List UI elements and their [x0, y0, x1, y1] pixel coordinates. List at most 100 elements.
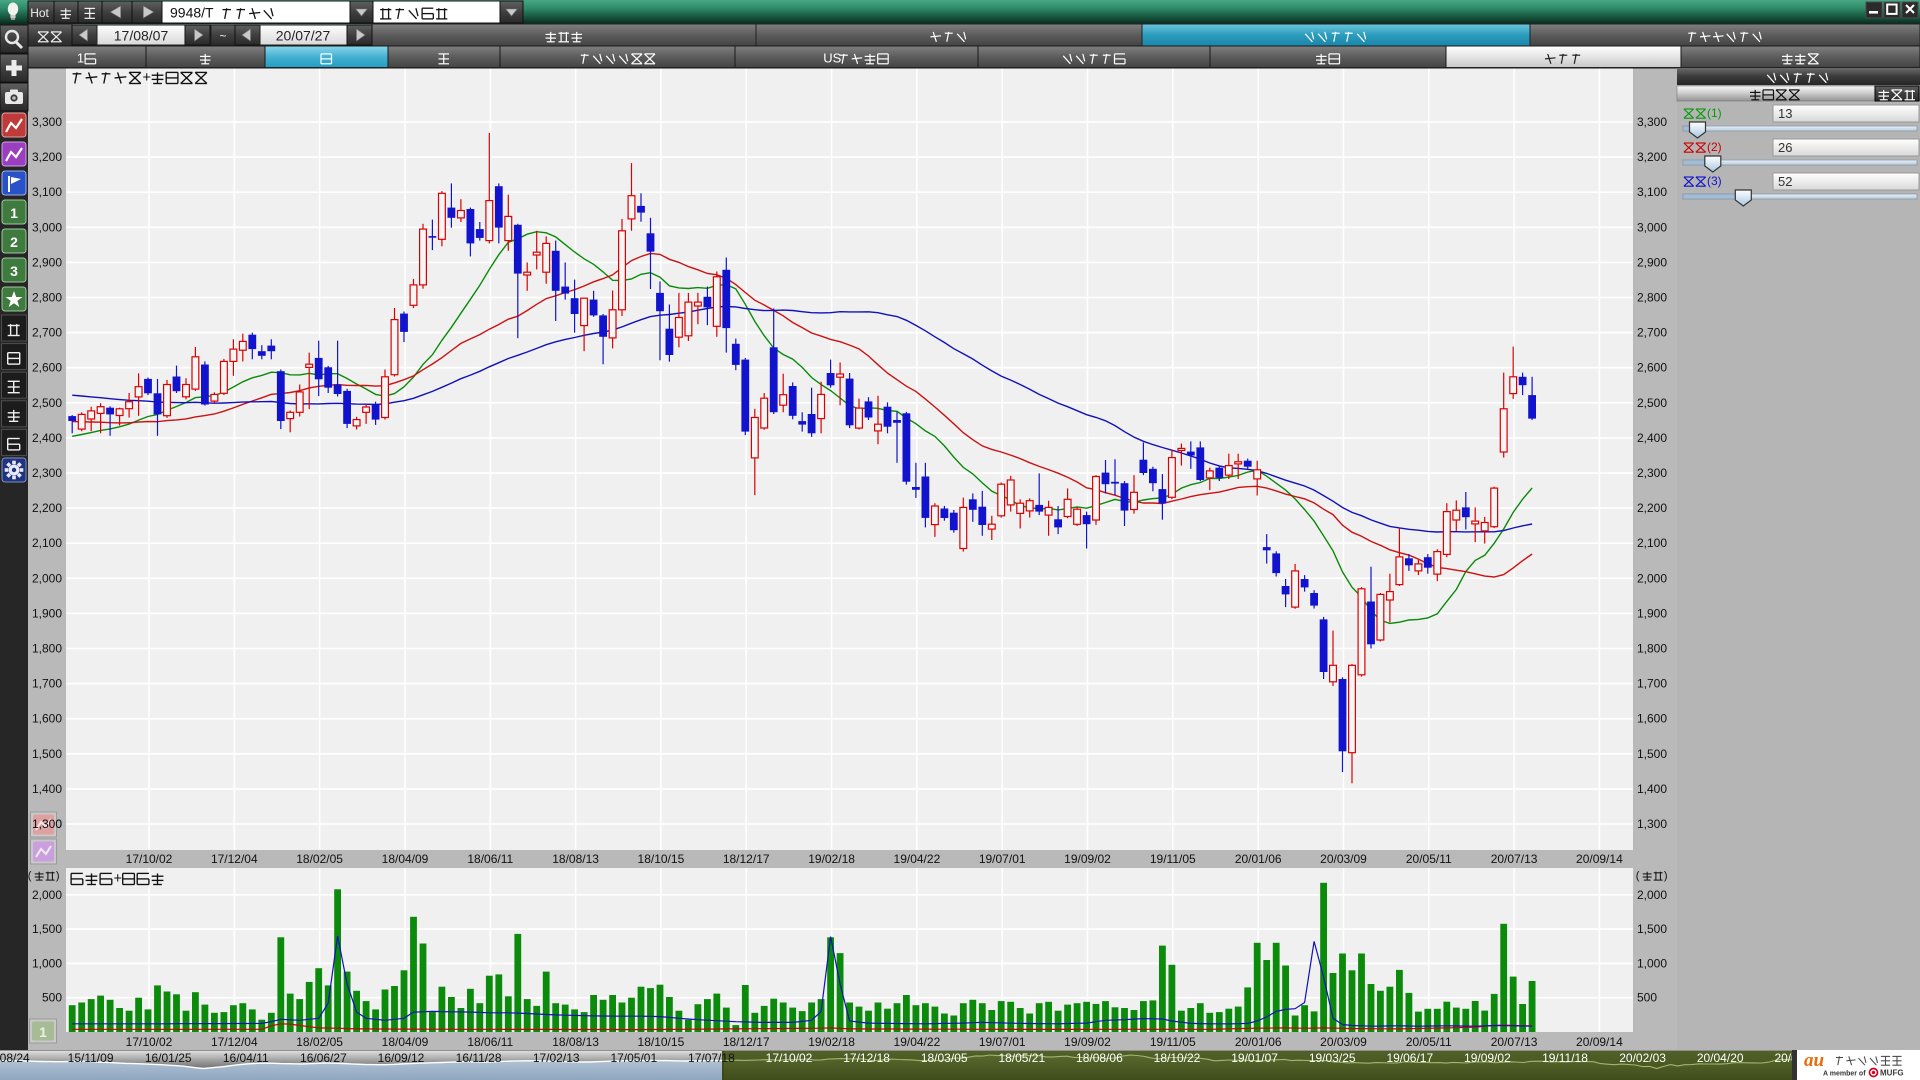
svg-text:18/08/13: 18/08/13: [552, 1035, 599, 1049]
svg-text:18/05/21: 18/05/21: [998, 1051, 1045, 1065]
svg-text:3,300: 3,300: [1637, 115, 1667, 129]
svg-text:17/12/04: 17/12/04: [211, 852, 258, 866]
svg-text:2,500: 2,500: [32, 396, 62, 410]
svg-text:1,400: 1,400: [1637, 782, 1667, 796]
svg-text:1,500: 1,500: [1637, 922, 1667, 936]
svg-text:17/12/18: 17/12/18: [843, 1051, 890, 1065]
svg-text:1,900: 1,900: [1637, 606, 1667, 620]
svg-text:1,500: 1,500: [1637, 747, 1667, 761]
svg-text:2,700: 2,700: [32, 326, 62, 340]
svg-text:17/10/02: 17/10/02: [766, 1051, 813, 1065]
svg-text:17/10/02: 17/10/02: [126, 1035, 173, 1049]
svg-text:16/04/11: 16/04/11: [223, 1051, 269, 1065]
svg-text:2,300: 2,300: [1637, 466, 1667, 480]
svg-text:20/05/11: 20/05/11: [1406, 1035, 1452, 1049]
svg-text:(: (: [28, 870, 32, 882]
svg-text:500: 500: [42, 991, 62, 1005]
svg-text:+: +: [114, 871, 122, 887]
svg-text:16/09/12: 16/09/12: [378, 1051, 425, 1065]
svg-text:20/07/13: 20/07/13: [1491, 1035, 1538, 1049]
svg-text:1,700: 1,700: [32, 677, 62, 691]
svg-text:20/09/14: 20/09/14: [1576, 1035, 1623, 1049]
svg-text:18/08/06: 18/08/06: [1076, 1051, 1123, 1065]
svg-text:19/11/05: 19/11/05: [1150, 852, 1196, 866]
svg-text:20/07/13: 20/07/13: [1491, 852, 1538, 866]
svg-text:52: 52: [1778, 174, 1792, 189]
svg-text:2,000: 2,000: [1637, 888, 1667, 902]
svg-text:18/12/17: 18/12/17: [723, 1035, 770, 1049]
svg-text:18/02/05: 18/02/05: [296, 852, 343, 866]
svg-text:2,900: 2,900: [1637, 255, 1667, 269]
svg-text:2: 2: [10, 234, 18, 250]
svg-text:18/10/15: 18/10/15: [638, 852, 685, 866]
svg-text:1,500: 1,500: [32, 922, 62, 936]
svg-text:18/06/11: 18/06/11: [467, 1035, 513, 1049]
svg-text:19/07/01: 19/07/01: [979, 1035, 1026, 1049]
svg-text:+: +: [143, 70, 151, 86]
svg-text:1: 1: [39, 1024, 47, 1040]
svg-text:): ): [56, 870, 60, 882]
svg-text:1: 1: [77, 51, 84, 66]
svg-text:1,800: 1,800: [1637, 642, 1667, 656]
svg-text:1,800: 1,800: [32, 642, 62, 656]
svg-text:US: US: [823, 51, 841, 66]
svg-text:17/10/02: 17/10/02: [126, 852, 173, 866]
svg-text:20/01/06: 20/01/06: [1235, 1035, 1282, 1049]
svg-text:18/12/17: 18/12/17: [723, 852, 770, 866]
svg-text:2,600: 2,600: [1637, 361, 1667, 375]
svg-text:2,900: 2,900: [32, 255, 62, 269]
svg-text:19/09/02: 19/09/02: [1064, 1035, 1111, 1049]
svg-text:18/08/13: 18/08/13: [552, 852, 599, 866]
svg-text:18/06/11: 18/06/11: [467, 852, 513, 866]
svg-text:/08/24: /08/24: [0, 1051, 30, 1065]
svg-text:20/02/03: 20/02/03: [1619, 1051, 1666, 1065]
svg-text:20/07/27: 20/07/27: [276, 28, 331, 44]
svg-text:19/03/25: 19/03/25: [1309, 1051, 1356, 1065]
svg-text:18/04/09: 18/04/09: [382, 1035, 429, 1049]
svg-text:A member of: A member of: [1823, 1071, 1866, 1078]
svg-text:(: (: [1636, 870, 1640, 882]
svg-text:2,100: 2,100: [1637, 536, 1667, 550]
svg-text:15/11/09: 15/11/09: [68, 1051, 114, 1065]
svg-text:2,600: 2,600: [32, 361, 62, 375]
svg-text:20/03/09: 20/03/09: [1320, 1035, 1367, 1049]
svg-text:1,500: 1,500: [32, 747, 62, 761]
svg-text:9948/T: 9948/T: [170, 5, 214, 21]
svg-text:1,300: 1,300: [1637, 817, 1667, 831]
svg-text:1,700: 1,700: [1637, 677, 1667, 691]
svg-text:17/08/07: 17/08/07: [114, 28, 169, 44]
svg-text:2,000: 2,000: [32, 888, 62, 902]
svg-text:3,200: 3,200: [32, 150, 62, 164]
svg-text:19/02/18: 19/02/18: [808, 1035, 855, 1049]
svg-text:19/09/02: 19/09/02: [1064, 852, 1111, 866]
svg-text:17/07/18: 17/07/18: [688, 1051, 735, 1065]
svg-text:3: 3: [10, 263, 18, 279]
svg-text:(1): (1): [1707, 106, 1722, 120]
svg-text:2,100: 2,100: [32, 536, 62, 550]
svg-text:16/01/25: 16/01/25: [145, 1051, 192, 1065]
svg-text:20/05/11: 20/05/11: [1406, 852, 1452, 866]
svg-text:3,100: 3,100: [1637, 185, 1667, 199]
svg-text:13: 13: [1778, 106, 1792, 121]
svg-text:1,400: 1,400: [32, 782, 62, 796]
svg-text:1,900: 1,900: [32, 606, 62, 620]
svg-text:(3): (3): [1707, 174, 1722, 188]
svg-text:500: 500: [1637, 991, 1657, 1005]
svg-text:19/11/05: 19/11/05: [1150, 1035, 1196, 1049]
svg-text:19/07/01: 19/07/01: [979, 852, 1026, 866]
svg-text:2,800: 2,800: [32, 291, 62, 305]
svg-text:19/01/07: 19/01/07: [1231, 1051, 1278, 1065]
svg-text:18/03/05: 18/03/05: [921, 1051, 968, 1065]
svg-text:19/04/22: 19/04/22: [894, 852, 941, 866]
svg-text:17/02/13: 17/02/13: [533, 1051, 580, 1065]
svg-text:2,500: 2,500: [1637, 396, 1667, 410]
svg-text:1: 1: [10, 205, 18, 221]
svg-text:MUFG: MUFG: [1880, 1069, 1904, 1078]
svg-text:au: au: [1804, 1050, 1824, 1071]
svg-text:Hot: Hot: [30, 6, 49, 20]
svg-text:3,000: 3,000: [32, 220, 62, 234]
svg-text:2,400: 2,400: [1637, 431, 1667, 445]
svg-text:2,200: 2,200: [1637, 501, 1667, 515]
svg-text:18/10/22: 18/10/22: [1154, 1051, 1201, 1065]
svg-text:2,400: 2,400: [32, 431, 62, 445]
